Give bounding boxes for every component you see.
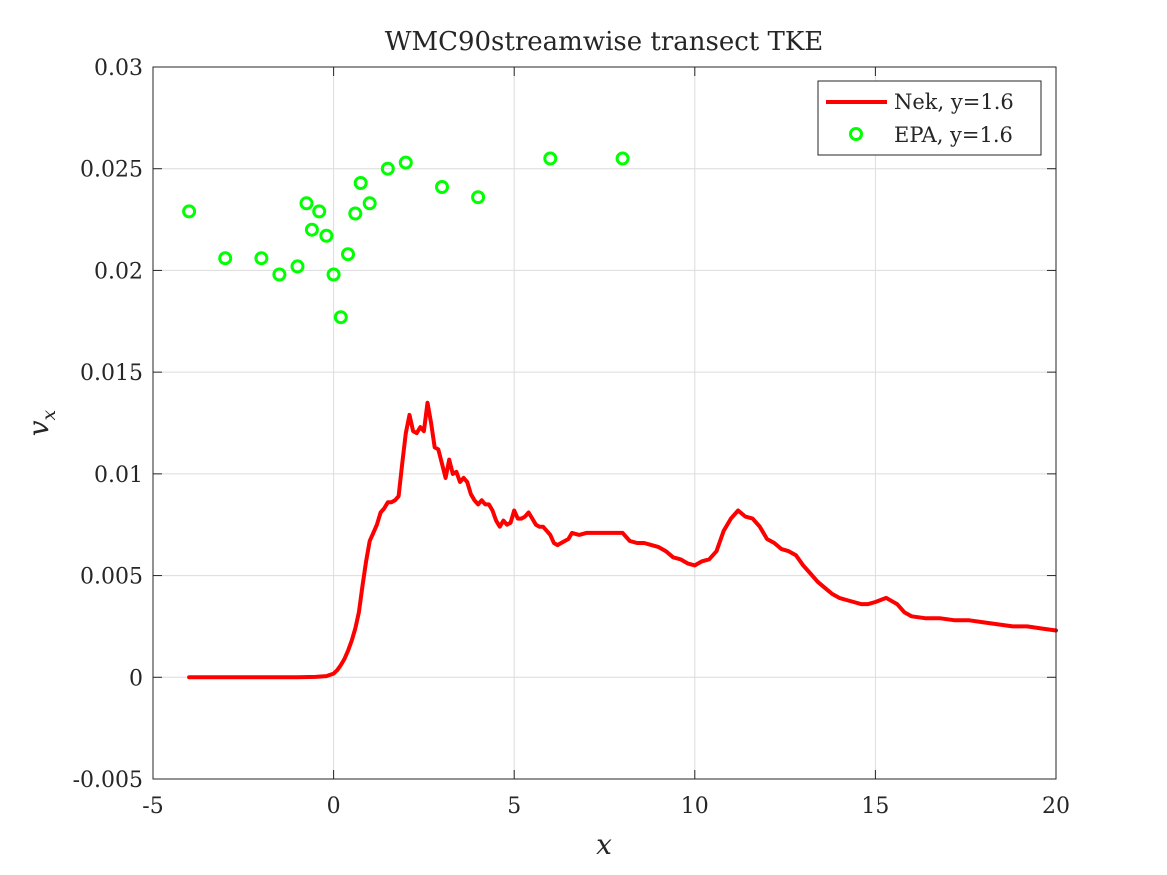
- y-axis-label-main: v: [22, 420, 55, 436]
- scatter-point-epa: [543, 151, 558, 166]
- scatter-point-epa: [341, 247, 355, 262]
- y-tick-label: 0.005: [80, 565, 143, 590]
- x-axis-label: x: [596, 828, 612, 861]
- scatter-point-epa: [362, 196, 377, 211]
- plot-frame: [152, 66, 1057, 780]
- scatter-point-epa: [471, 190, 486, 205]
- scatter-point-epa: [615, 151, 630, 166]
- x-tick-label: 0: [327, 794, 341, 819]
- legend-label-nek: Nek, y=1.6: [894, 90, 1014, 114]
- legend: Nek, y=1.6 EPA, y=1.6: [817, 80, 1042, 156]
- y-tick-label: 0.015: [80, 361, 143, 386]
- scatter-point-epa: [299, 196, 314, 211]
- x-tick-label: 10: [681, 794, 709, 819]
- x-tick-label: 15: [861, 794, 889, 819]
- y-tick-label: 0: [129, 666, 143, 691]
- scatter-point-epa: [319, 228, 334, 243]
- chart-title: WMC90streamwise transect TKE: [385, 27, 824, 57]
- y-tick-label: 0.03: [94, 56, 143, 81]
- x-tick-label: 5: [507, 794, 521, 819]
- y-axis-label: vx: [22, 409, 60, 436]
- scatter-point-epa: [182, 204, 197, 219]
- scatter-point-epa: [272, 267, 287, 282]
- scatter-point-epa: [353, 176, 368, 190]
- scatter-point-epa: [326, 267, 341, 282]
- y-tick-label: 0.025: [80, 158, 143, 183]
- scatter-point-epa: [218, 251, 233, 266]
- x-tick-label: 20: [1042, 794, 1070, 819]
- scatter-point-epa: [380, 161, 395, 176]
- series-layer: [182, 151, 1058, 680]
- scatter-point-epa: [304, 222, 319, 237]
- legend-box: [817, 80, 1042, 156]
- scatter-point-epa: [435, 180, 449, 194]
- legend-swatch-epa: [849, 127, 863, 141]
- scatter-point-epa: [333, 310, 348, 325]
- scatter-point-epa: [290, 259, 305, 274]
- plot-area: [153, 67, 1056, 779]
- y-axis-label-subscript: x: [38, 409, 60, 420]
- tick-layer: -5 0 5 10 15 20 -0.005 0 0.005 0.01 0.015 0.02 0.025…: [73, 56, 1070, 819]
- scatter-point-epa: [254, 251, 269, 266]
- x-tick-label: -5: [142, 794, 163, 819]
- y-tick-label: 0.01: [94, 463, 143, 488]
- y-tick-label: -0.005: [73, 768, 143, 793]
- series-line-nek: [187, 400, 1058, 680]
- y-tick-label: 0.02: [94, 259, 143, 284]
- scatter-point-epa: [398, 155, 413, 170]
- scatter-point-epa: [348, 206, 363, 221]
- legend-label-epa: EPA, y=1.6: [894, 123, 1013, 147]
- scatter-point-epa: [312, 204, 327, 219]
